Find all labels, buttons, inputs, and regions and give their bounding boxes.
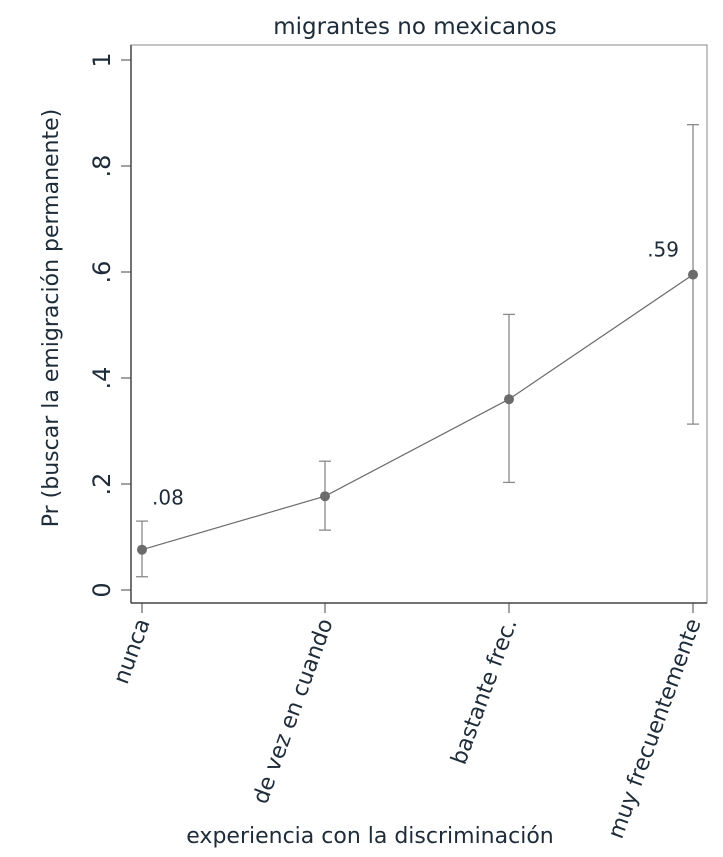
data-point [320, 491, 330, 502]
y-tick-label: .2 [88, 473, 116, 496]
data-point [137, 544, 147, 555]
y-axis-label: Pr (buscar la emigración permanente) [39, 109, 64, 527]
y-tick-label: 1 [88, 52, 116, 67]
x-tick-label: de vez en cuando [248, 616, 338, 808]
y-tick-label: .8 [88, 155, 116, 178]
x-tick-label: muy frecuentemente [604, 616, 707, 843]
y-tick-label: .4 [88, 367, 116, 390]
series-line [141, 274, 694, 551]
x-tick-label: bastante frec. [447, 616, 523, 768]
data-point [688, 269, 698, 280]
y-tick-label: 0 [88, 582, 116, 597]
data-label: .08 [152, 486, 184, 510]
y-tick-label: .6 [88, 261, 116, 284]
chart-title: migrantes no mexicanos [273, 14, 556, 40]
x-axis-label: experiencia con la discriminación [186, 824, 553, 849]
data-point [504, 394, 514, 405]
data-label: .59 [647, 238, 679, 262]
x-tick-label: nunca [109, 616, 156, 688]
